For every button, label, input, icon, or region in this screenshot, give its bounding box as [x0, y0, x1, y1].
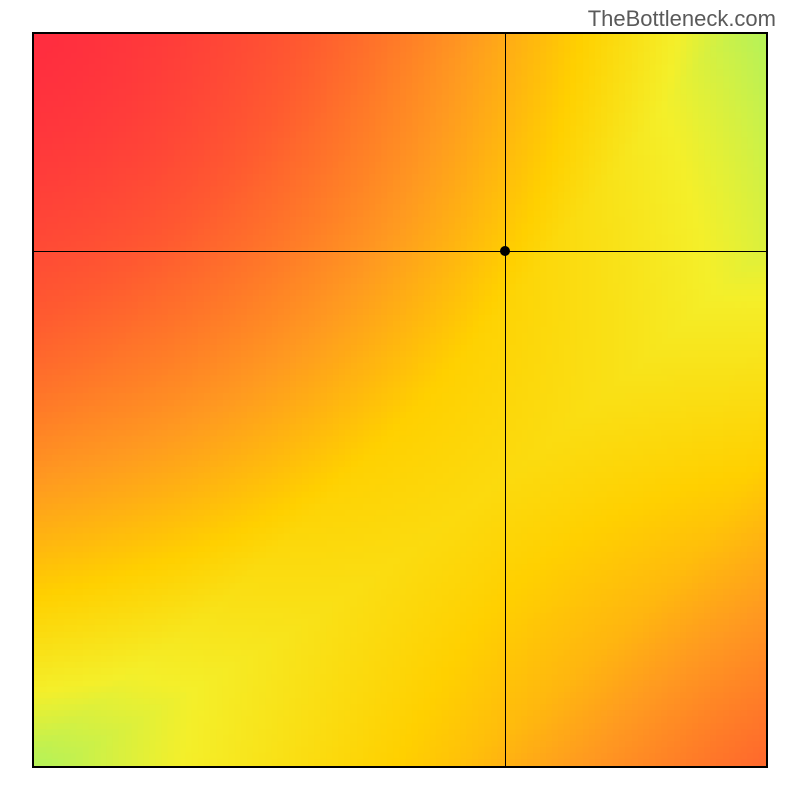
watermark-text: TheBottleneck.com — [588, 6, 776, 32]
crosshair-marker — [500, 246, 510, 256]
crosshair-vertical — [505, 34, 506, 766]
heatmap-canvas — [34, 34, 766, 766]
crosshair-horizontal — [34, 251, 766, 252]
heatmap-chart — [32, 32, 768, 768]
